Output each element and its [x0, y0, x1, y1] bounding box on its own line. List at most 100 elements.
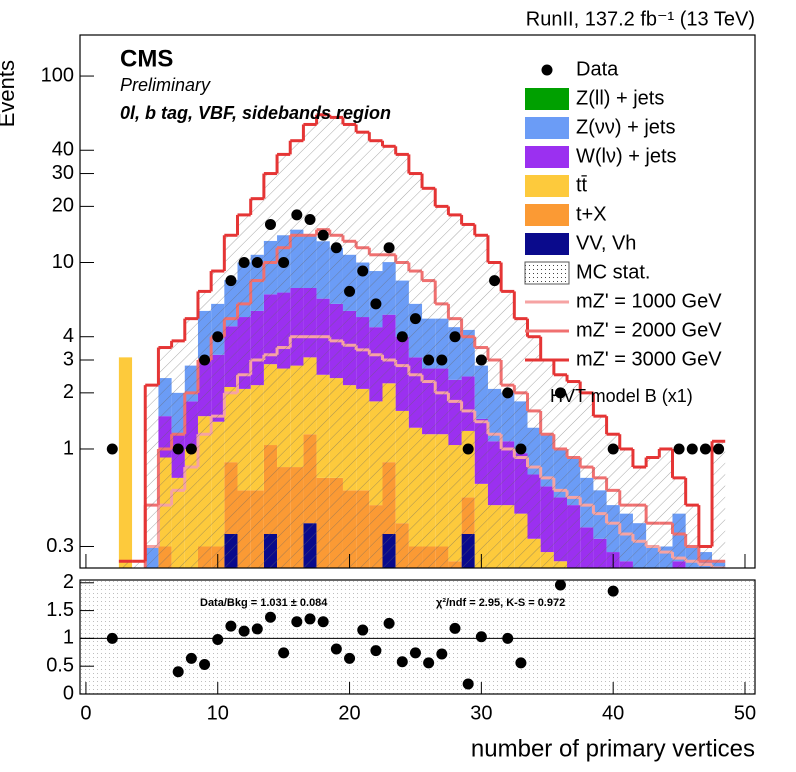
data-point	[251, 257, 263, 269]
signal-hatch	[514, 318, 528, 568]
y-tick-label: 0	[63, 682, 74, 704]
data-point	[462, 443, 474, 455]
main-plot	[106, 113, 726, 568]
ratio-annotation: Data/Bkg = 1.031 ± 0.084	[200, 597, 328, 609]
data-point	[106, 443, 118, 455]
legend-label: W(lν) + jets	[576, 145, 677, 167]
ratio-point	[436, 648, 448, 660]
data-point	[713, 443, 725, 455]
signal-hatch	[316, 114, 330, 568]
ratio-point	[291, 616, 303, 628]
ratio-point	[409, 647, 421, 659]
ratio-point	[264, 611, 276, 623]
signal-hatch	[567, 381, 581, 568]
y-tick-label: 4	[63, 325, 74, 347]
ratio-point	[515, 657, 527, 669]
y-tick-label: 2	[63, 571, 74, 593]
x-tick-label: 20	[338, 702, 360, 724]
data-point	[238, 257, 250, 269]
ratio-point	[172, 666, 184, 678]
legend-label: tt̄	[576, 174, 588, 196]
ratio-plot	[80, 580, 755, 694]
signal-hatch	[593, 416, 607, 568]
ratio-point	[344, 652, 356, 664]
legend-label: MC stat.	[576, 261, 650, 283]
legend-label: VV, Vh	[576, 232, 636, 254]
ratio-annotation: χ²/ndf = 2.95, K-S = 0.972	[436, 597, 565, 609]
y-tick-label: 20	[52, 195, 74, 217]
signal-hatch	[118, 561, 133, 568]
ratio-point	[185, 652, 197, 664]
signal-hatch	[632, 467, 647, 568]
cms-label: CMS	[120, 45, 173, 72]
ratio-point	[225, 620, 237, 632]
y-tick-label: 100	[41, 64, 74, 86]
data-point	[409, 313, 421, 325]
signal-hatch	[290, 140, 304, 568]
ratio-point	[607, 585, 619, 597]
data-point	[370, 298, 382, 310]
signal-hatch	[672, 477, 686, 568]
y-tick-label: 10	[52, 251, 74, 273]
y-tick-label: 40	[52, 139, 74, 161]
signal-hatch	[659, 448, 673, 568]
legend-swatch	[525, 175, 569, 197]
ratio-point	[462, 678, 474, 690]
y-axis-label: Events	[0, 60, 19, 127]
legend-swatch	[525, 146, 569, 168]
mc-stat-band	[80, 580, 755, 694]
data-point	[502, 387, 514, 399]
data-point	[489, 275, 501, 287]
x-tick-label: 40	[602, 702, 624, 724]
signal-hatch	[487, 262, 502, 568]
signal-hatch	[184, 318, 198, 568]
legend-swatch	[525, 204, 569, 226]
model-label: HVT model B (x1)	[550, 386, 693, 406]
signal-hatch	[211, 271, 225, 568]
ratio-point	[106, 632, 118, 644]
ratio-point	[330, 643, 342, 655]
x-tick-label: 10	[207, 702, 229, 724]
ratio-point	[251, 623, 263, 635]
signal-hatch	[277, 154, 291, 568]
data-point	[699, 443, 711, 455]
data-point	[264, 218, 276, 230]
signal-hatch	[580, 392, 594, 568]
signal-hatch	[461, 224, 475, 568]
data-point	[515, 443, 527, 455]
ratio-point	[423, 657, 435, 669]
legend-label: Data	[576, 58, 619, 80]
y-tick-label: 1.5	[46, 599, 74, 621]
signal-hatch	[369, 140, 383, 568]
ratio-point	[212, 634, 224, 646]
signal-hatch	[356, 132, 370, 568]
signal-hatch	[646, 457, 660, 568]
legend-label: Z(ll) + jets	[576, 87, 664, 109]
ratio-point	[396, 656, 408, 668]
main-frame	[79, 34, 756, 569]
signal-hatch	[435, 206, 449, 568]
data-point	[291, 209, 303, 221]
ratio-point	[370, 645, 382, 657]
ratio-point	[317, 616, 329, 628]
data-point	[673, 443, 685, 455]
x-tick-label: 0	[80, 702, 91, 724]
legend-label: mZ' = 3000 GeV	[576, 348, 722, 370]
signal-hatch	[408, 173, 423, 568]
stack-bar	[118, 357, 133, 568]
legend-swatch	[525, 88, 569, 110]
lumi-label: RunII, 137.2 fb⁻¹ (13 TeV)	[526, 8, 755, 30]
signal-hatch	[171, 340, 185, 568]
legend-marker	[541, 64, 553, 76]
y-tick-label: 0.5	[46, 654, 74, 676]
signal-hatch	[382, 146, 396, 568]
legend-label: t+X	[576, 203, 607, 225]
signal-hatch	[237, 214, 251, 568]
signal-hatch	[145, 385, 159, 568]
ratio-point	[357, 624, 369, 636]
signal-hatch	[698, 546, 713, 568]
signal-hatch	[303, 124, 317, 568]
signal-hatch	[685, 505, 699, 568]
ratio-point	[502, 632, 514, 644]
y-tick-label: 3	[63, 348, 74, 370]
